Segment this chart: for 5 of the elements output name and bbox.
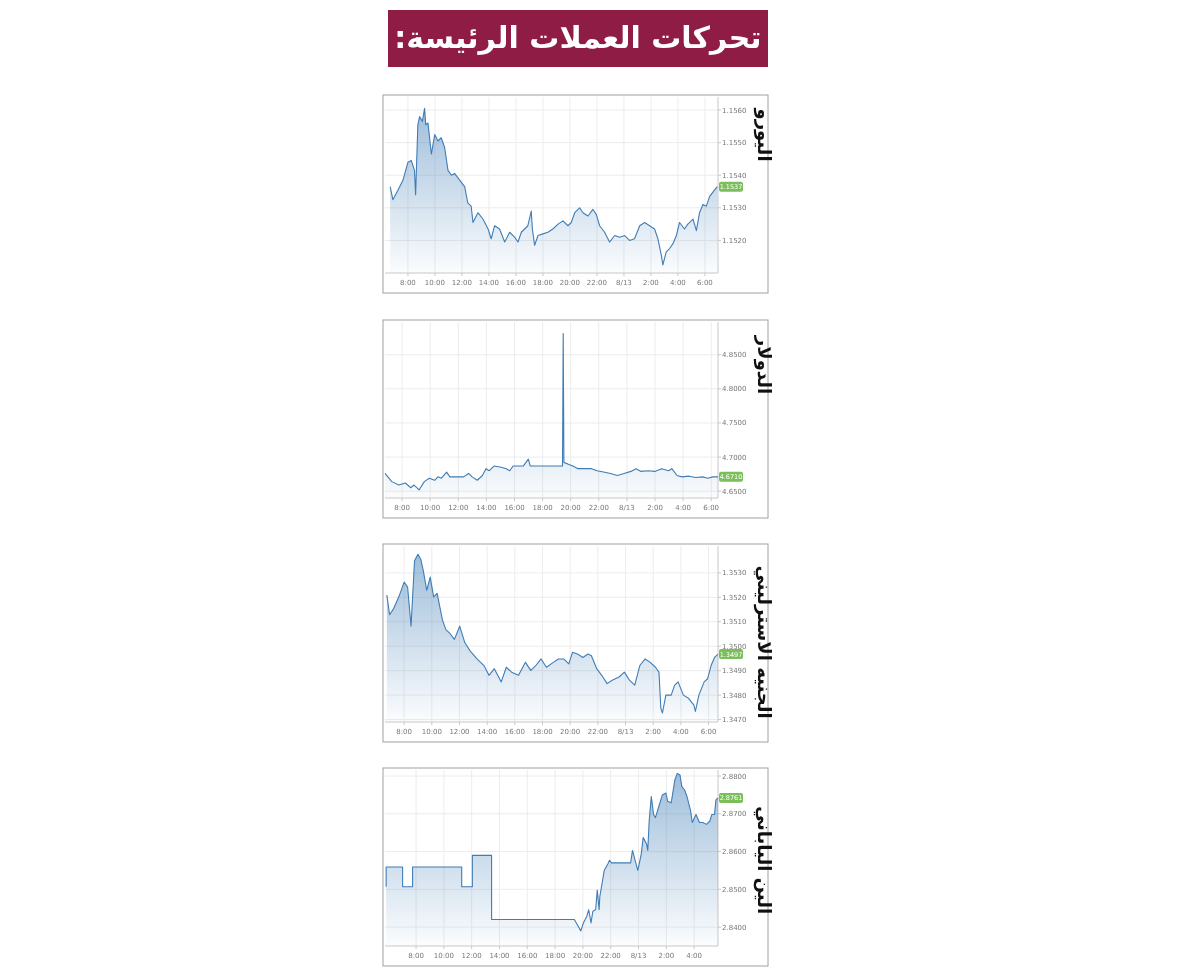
y-axis-title: الين الياباني xyxy=(753,805,775,915)
y-axis-title: اليورو xyxy=(753,107,775,162)
chart-title: تحركات العملات الرئيسة: xyxy=(394,20,762,55)
y-axis-title: الدولار xyxy=(753,334,775,395)
y-axis-title: الجنيه الاسترليني xyxy=(753,565,775,719)
